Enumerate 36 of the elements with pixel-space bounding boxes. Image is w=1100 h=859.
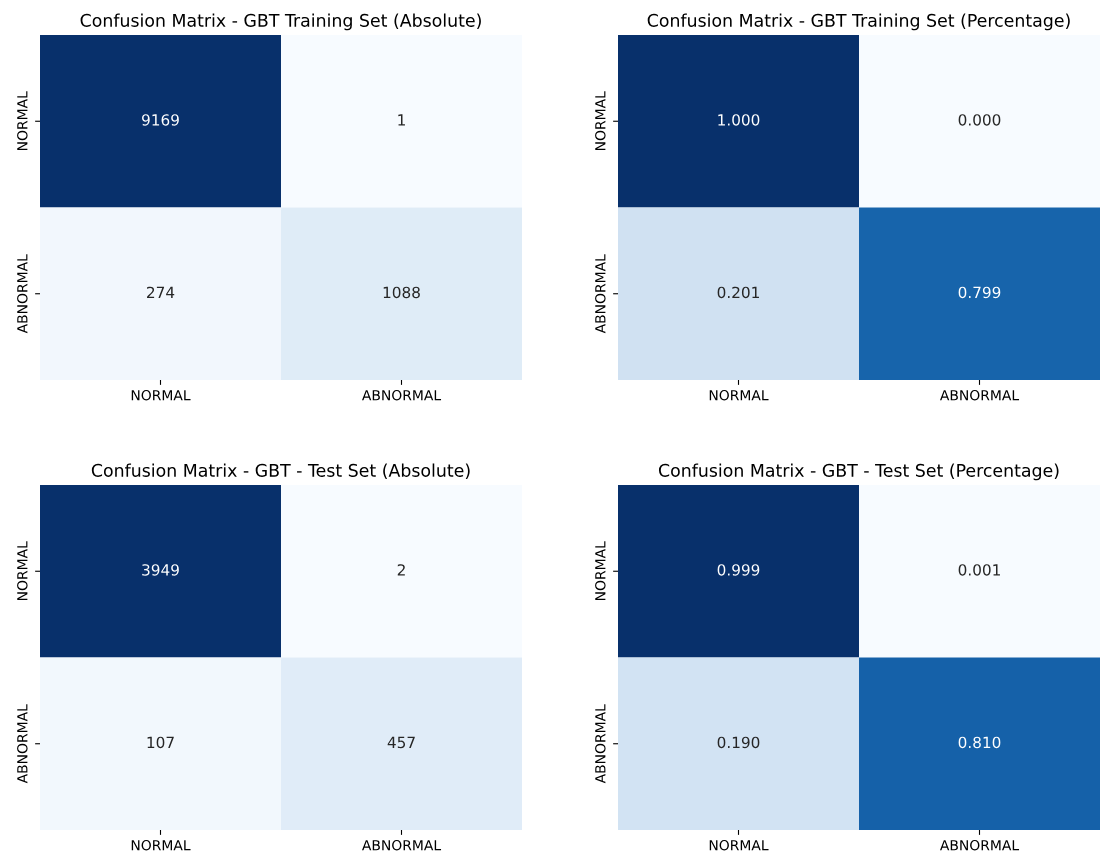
data-label: 0.201	[717, 286, 759, 299]
data-label: 0.799	[958, 286, 1001, 299]
data-label: 0.001	[958, 564, 1000, 576]
y-tick-label: NORMAL	[595, 91, 606, 150]
chart-title: Confusion Matrix - GBT - Test Set (Absolute)	[91, 463, 470, 479]
data-label: 107	[147, 736, 174, 749]
y-tick-label: ABNORMAL	[17, 254, 28, 334]
y-tick-label: NORMAL	[17, 541, 28, 600]
x-tick-label: NORMAL	[709, 839, 769, 851]
data-label: 3949	[142, 564, 179, 576]
chart-title: Confusion Matrix - GBT Training Set (Absolute)	[80, 13, 481, 31]
x-tick-label: NORMAL	[709, 389, 769, 401]
data-label: 2	[397, 564, 405, 576]
y-tick-label: NORMAL	[17, 91, 28, 150]
x-tick-label: ABNORMAL	[361, 839, 442, 851]
y-tick-label: NORMAL	[595, 541, 606, 600]
data-label: 0.810	[958, 736, 1001, 749]
x-tick-label: NORMAL	[131, 389, 191, 401]
y-tick-label: ABNORMAL	[595, 704, 606, 784]
x-tick-label: ABNORMAL	[939, 389, 1020, 401]
y-tick-label: ABNORMAL	[595, 254, 606, 334]
data-label: 1.000	[718, 114, 760, 126]
data-label: 274	[147, 286, 175, 298]
x-tick-label: ABNORMAL	[361, 389, 442, 401]
data-label: 0.000	[958, 114, 1001, 126]
data-label: 9169	[142, 114, 179, 126]
data-label: 1	[398, 114, 405, 126]
data-label: 1088	[383, 286, 420, 299]
x-tick-label: NORMAL	[131, 839, 191, 851]
y-tick-label: ABNORMAL	[17, 704, 28, 784]
x-tick-label: ABNORMAL	[939, 839, 1020, 851]
data-label: 457	[387, 736, 415, 749]
chart-title: Confusion Matrix - GBT Training Set (Percentage)	[647, 13, 1070, 31]
chart-title: Confusion Matrix - GBT - Test Set (Percentage)	[658, 463, 1059, 481]
data-label: 0.999	[717, 564, 760, 576]
data-label: 0.190	[717, 736, 760, 749]
